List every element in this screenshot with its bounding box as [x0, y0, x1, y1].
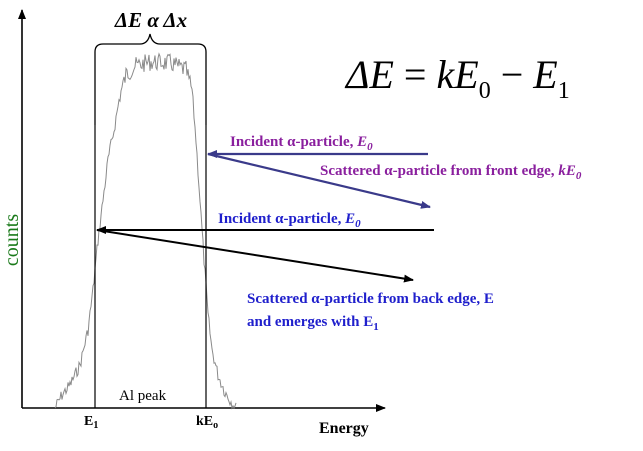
delta-e-bracket — [94, 33, 207, 125]
scattered-back-label-line1: Scattered α-particle from back edge, E — [247, 291, 494, 307]
bracket-label: ΔE α Δx — [114, 8, 187, 32]
y-axis-label: counts — [1, 214, 23, 266]
incident-back-label: Incident α-particle, E0 — [218, 211, 361, 230]
scattered-front-arrow — [207, 152, 431, 209]
scattered-front-label: Scattered α-particle from front edge, kE… — [320, 163, 582, 182]
ke0-tick-label: kEo — [196, 414, 218, 431]
incident-front-label: Incident α-particle, E0 — [230, 134, 373, 153]
x-axis-label: Energy — [319, 420, 369, 437]
scattered-back-label-line2: and emerges with E1 — [247, 314, 379, 333]
equation: ΔE = kE0 − E1 — [344, 52, 570, 104]
scattered-back-arrow — [96, 229, 414, 283]
peak-label: Al peak — [119, 388, 167, 404]
e1-tick-label: E1 — [84, 414, 98, 431]
